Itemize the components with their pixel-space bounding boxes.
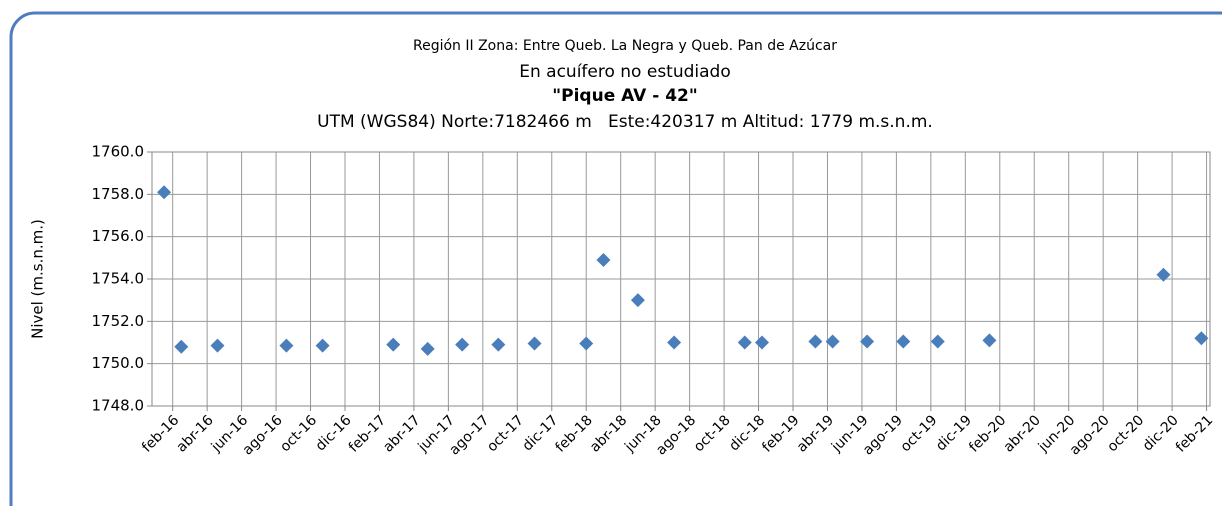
- point: [455, 337, 470, 352]
- y-axis-label: Nivel (m.s.n.m.): [29, 219, 47, 339]
- y-tick-label: 1754.0: [92, 270, 145, 288]
- point: [210, 338, 225, 353]
- point: [754, 335, 769, 350]
- point: [174, 339, 189, 354]
- point: [579, 336, 594, 351]
- x-tick-label: abr-20: [1001, 412, 1044, 455]
- x-tick-label: abr-18: [587, 412, 630, 455]
- frame: [9, 11, 1222, 510]
- point: [157, 185, 172, 200]
- x-tick-label: feb-17: [346, 412, 389, 455]
- point: [491, 337, 506, 352]
- point: [825, 334, 840, 349]
- chart-title: Región II Zona: Entre Queb. La Negra y Q…: [413, 38, 837, 54]
- x-tick-label: feb-21: [1173, 412, 1216, 455]
- x-tick-label: oct-19: [898, 412, 941, 455]
- point: [667, 335, 682, 350]
- x-tick-label: abr-17: [380, 412, 423, 455]
- point: [315, 338, 330, 353]
- plot-border: [151, 151, 1211, 407]
- x-tick-label: feb-16: [139, 412, 182, 455]
- y-tick-label: 1748.0: [92, 397, 145, 415]
- y-tick-label: 1756.0: [92, 227, 145, 245]
- point: [982, 333, 997, 348]
- location: UTM (WGS84) Norte:7182466 m Este:420317 …: [317, 112, 933, 132]
- x-tick-label: abr-19: [794, 412, 837, 455]
- point: [596, 252, 611, 267]
- point: [630, 293, 645, 308]
- point: [279, 338, 294, 353]
- point: [808, 334, 823, 349]
- x-tick-label: feb-19: [759, 412, 802, 455]
- x-tick-label: abr-16: [174, 412, 217, 455]
- point: [420, 341, 435, 356]
- chart-subtitle: En acuífero no estudiado: [519, 62, 731, 82]
- point: [1156, 267, 1171, 282]
- point: [386, 337, 401, 352]
- x-tick-label: oct-17: [484, 412, 527, 455]
- point: [860, 334, 875, 349]
- y-tick-label: 1752.0: [92, 312, 145, 330]
- point: [896, 334, 911, 349]
- y-tick-label: 1750.0: [92, 354, 145, 372]
- x-tick-label: feb-18: [553, 412, 596, 455]
- point: [527, 336, 542, 351]
- x-tick-label: feb-20: [966, 412, 1009, 455]
- point: [1194, 331, 1209, 346]
- point: [930, 334, 945, 349]
- x-tick-label: oct-20: [1104, 412, 1147, 455]
- well-name: "Pique AV - 42": [552, 86, 697, 106]
- point: [737, 335, 752, 350]
- y-tick-label: 1760.0: [92, 143, 145, 161]
- y-tick-label: 1758.0: [92, 185, 145, 203]
- x-tick-label: oct-16: [277, 412, 320, 455]
- x-tick-label: oct-18: [691, 412, 734, 455]
